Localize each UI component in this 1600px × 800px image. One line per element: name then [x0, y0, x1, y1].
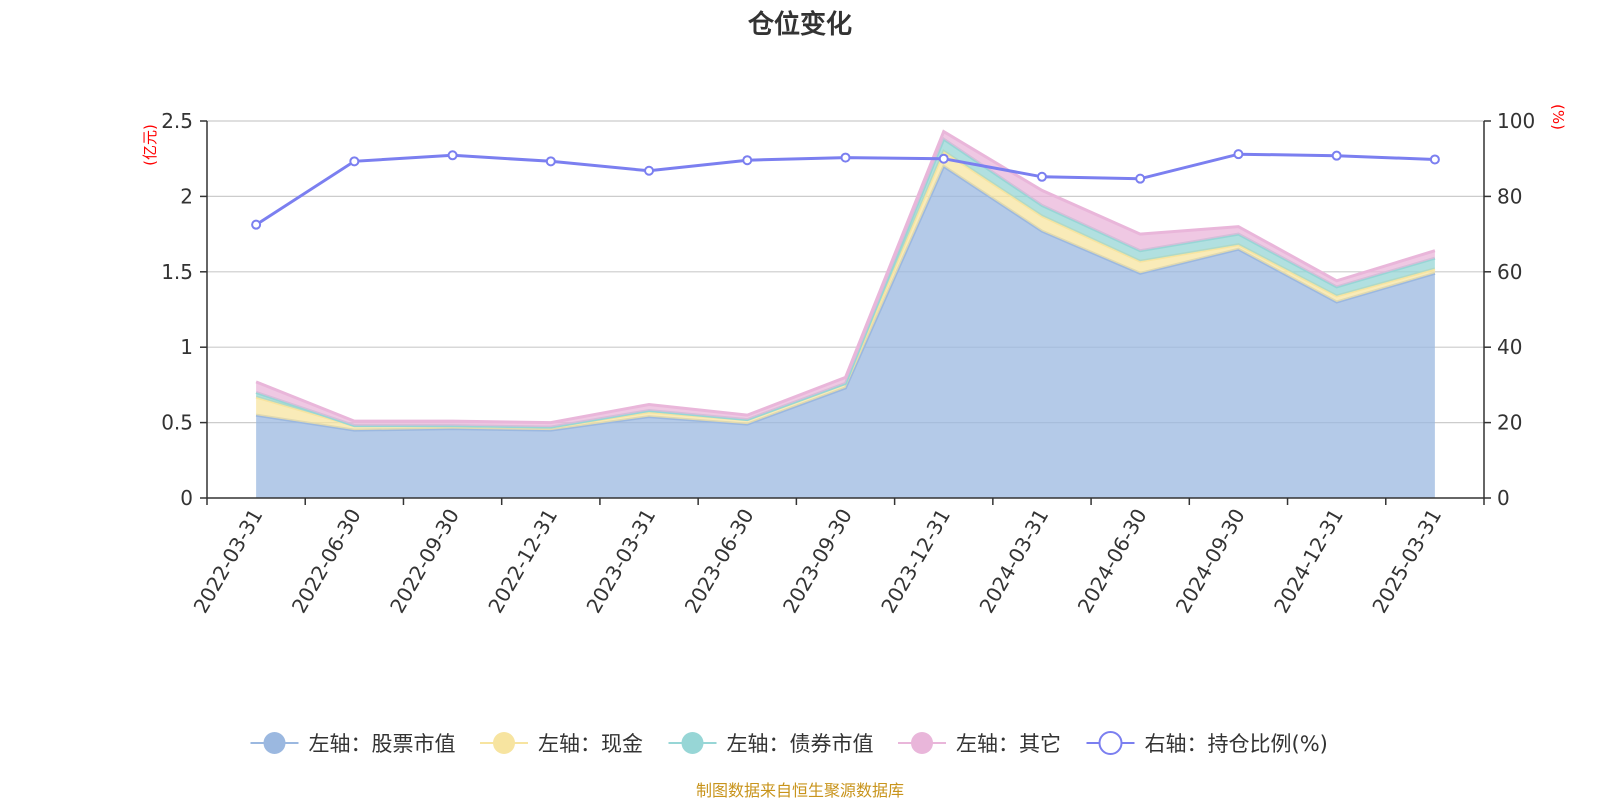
line-point — [742, 155, 753, 166]
left-tick-label: 0.5 — [161, 411, 193, 435]
legend-label: 左轴：债券市值 — [727, 732, 874, 756]
legend: 左轴：股票市值 左轴：现金 左轴：债券市值 左轴：其它 右轴：持仓比例(%) — [250, 731, 1328, 756]
legend-swatch — [681, 732, 704, 754]
left-tick-label: 2.5 — [161, 109, 193, 133]
line-point — [938, 153, 949, 164]
line-point — [447, 150, 458, 161]
x-tick-label: 2022-12-31 — [483, 505, 562, 618]
line-point — [1233, 149, 1244, 160]
area-edge-左轴：其它 — [255, 129, 1436, 425]
line-point — [1135, 173, 1146, 184]
line-point — [1331, 150, 1342, 161]
x-tick-label: 2024-06-30 — [1073, 505, 1152, 618]
left-tick-label: 1.5 — [161, 260, 193, 284]
left-tick-label: 2 — [180, 184, 193, 208]
legend-item: 左轴：债券市值 — [668, 732, 874, 756]
legend-label: 左轴：现金 — [538, 732, 643, 756]
line-point — [349, 156, 360, 167]
x-tick-label: 2023-06-30 — [680, 505, 759, 618]
line-point — [644, 165, 655, 176]
legend-swatch — [263, 732, 286, 754]
legend-label: 左轴：其它 — [956, 732, 1061, 756]
line-右轴：持仓比例(%) — [255, 152, 1435, 226]
legend-swatch — [493, 732, 515, 754]
right-axis-unit: (%) — [1549, 104, 1567, 130]
source-note: 制图数据来自恒生聚源数据库 — [696, 781, 904, 800]
legend-label: 右轴：持仓比例(%) — [1145, 732, 1328, 756]
line-point — [545, 156, 556, 167]
legend-label: 左轴：股票市值 — [309, 732, 456, 756]
x-tick-label: 2025-03-31 — [1367, 505, 1446, 618]
right-tick-label: 0 — [1497, 486, 1510, 510]
legend-item: 右轴：持仓比例(%) — [1086, 731, 1328, 756]
legend-item: 左轴：股票市值 — [250, 732, 456, 756]
right-tick-label: 20 — [1497, 411, 1522, 435]
left-tick-label: 1 — [180, 335, 193, 359]
area-左轴：股票市值 — [256, 166, 1435, 498]
left-tick-label: 0 — [180, 486, 193, 510]
x-tick-label: 2023-03-31 — [581, 505, 660, 618]
x-tick-label: 2024-03-31 — [974, 505, 1053, 618]
right-tick-label: 80 — [1497, 184, 1522, 208]
chart-title: 仓位变化 — [747, 9, 852, 40]
x-tick-label: 2024-12-31 — [1269, 505, 1348, 618]
legend-item: 左轴：现金 — [480, 732, 643, 756]
legend-swatch — [1098, 731, 1123, 755]
legend-swatch — [911, 732, 933, 754]
right-tick-label: 40 — [1497, 335, 1522, 359]
legend-item: 左轴：其它 — [898, 732, 1061, 756]
line-point — [840, 152, 851, 163]
x-tick-label: 2022-06-30 — [287, 505, 366, 618]
ratio-line — [251, 149, 1440, 230]
x-tick-label: 2024-09-30 — [1171, 505, 1250, 618]
x-tick-label: 2023-09-30 — [778, 505, 857, 618]
stacked-areas — [255, 129, 1436, 498]
line-point — [1429, 154, 1440, 165]
line-point — [251, 219, 262, 230]
x-tick-label: 2022-09-30 — [385, 505, 464, 618]
right-tick-label: 100 — [1497, 109, 1535, 133]
line-point — [1036, 171, 1047, 182]
x-tick-label: 2023-12-31 — [876, 505, 955, 618]
left-axis-unit: (亿元) — [141, 124, 159, 166]
right-tick-label: 60 — [1497, 260, 1522, 284]
x-tick-label: 2022-03-31 — [189, 505, 268, 618]
